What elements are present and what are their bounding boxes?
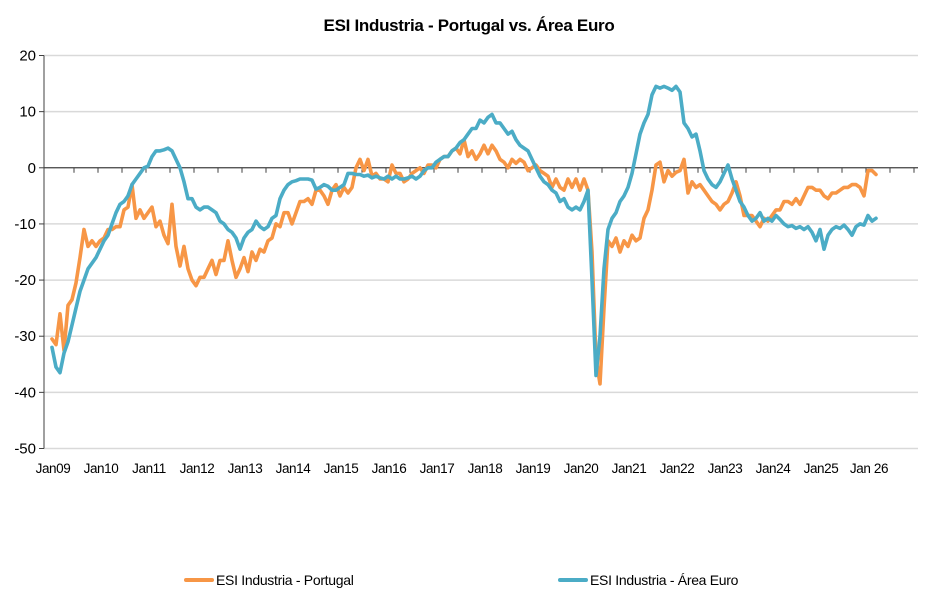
x-axis: Jan09 Jan10 Jan11 Jan12 Jan13 Jan14 Jan15 Jan16… bbox=[36, 167, 918, 476]
x-tick-label: Jan15 bbox=[324, 461, 359, 476]
x-tick-label: Jan12 bbox=[180, 461, 215, 476]
x-tick-label: Jan22 bbox=[660, 461, 695, 476]
gridlines bbox=[44, 54, 918, 450]
chart-title: ESI Industria - Portugal vs. Área Euro bbox=[323, 16, 615, 35]
x-tick-label: Jan10 bbox=[84, 461, 119, 476]
x-tick-label: Jan09 bbox=[36, 461, 71, 476]
x-tick-label: Jan19 bbox=[516, 461, 551, 476]
x-tick-label: Jan16 bbox=[372, 461, 407, 476]
series-line-portugal bbox=[50, 137, 878, 386]
x-tick-label: Jan18 bbox=[468, 461, 503, 476]
x-tick-label: Jan13 bbox=[228, 461, 263, 476]
y-tick-label: 10 bbox=[19, 104, 36, 121]
y-tick-label: 20 bbox=[19, 48, 36, 65]
y-tick-label: -40 bbox=[14, 384, 36, 401]
series-layer bbox=[50, 84, 878, 386]
legend-label-area-euro: ESI Industria - Área Euro bbox=[590, 572, 739, 588]
legend-swatch-area-euro bbox=[558, 578, 588, 582]
x-tick-label: Jan11 bbox=[132, 461, 166, 476]
legend-swatch-portugal bbox=[184, 578, 214, 582]
x-tick-label: Jan17 bbox=[420, 461, 455, 476]
x-tick-label: Jan23 bbox=[708, 461, 743, 476]
y-axis: 20 10 0 -10 -20 -30 -40 -50 bbox=[14, 48, 45, 458]
y-tick-label: 0 bbox=[28, 160, 36, 177]
x-tick-label: Jan14 bbox=[276, 461, 312, 476]
x-tick-label: Jan20 bbox=[564, 461, 599, 476]
x-tick-label: Jan24 bbox=[756, 461, 792, 476]
legend-item-area-euro: ESI Industria - Área Euro bbox=[558, 569, 738, 591]
y-tick-label: -20 bbox=[14, 272, 36, 289]
x-tick-label: Jan 26 bbox=[850, 461, 888, 476]
x-tick-label: Jan21 bbox=[612, 461, 647, 476]
legend-item-portugal: ESI Industria - Portugal bbox=[184, 569, 354, 591]
legend-label-portugal: ESI Industria - Portugal bbox=[216, 572, 354, 588]
y-tick-label: -50 bbox=[14, 441, 36, 458]
y-tick-label: -10 bbox=[14, 216, 36, 233]
series-line-area-euro bbox=[50, 84, 878, 378]
y-tick-label: -30 bbox=[14, 328, 36, 345]
x-tick-label: Jan25 bbox=[804, 461, 839, 476]
